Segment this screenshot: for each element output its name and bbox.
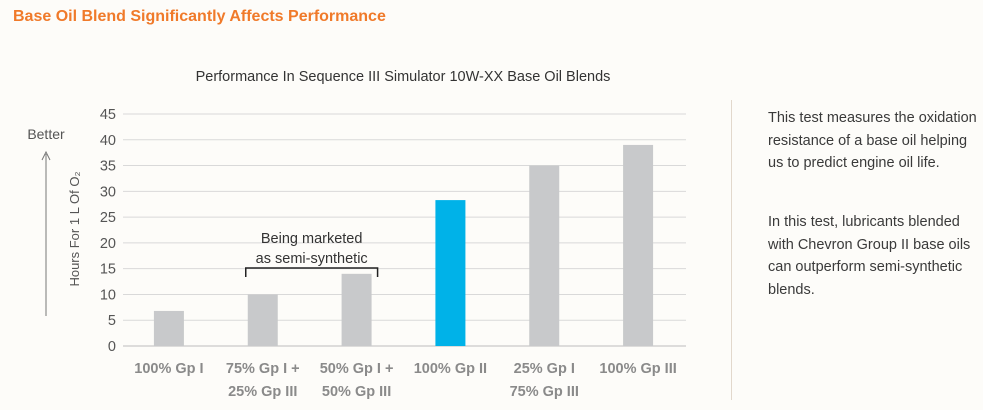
side-paragraph-1: This test measures the oxidation resista… xyxy=(768,110,977,171)
x-tick-label: 100% Gp II xyxy=(414,361,487,377)
bar xyxy=(341,273,372,346)
y-tick-label: 45 xyxy=(100,107,116,123)
annotation-bracket xyxy=(245,267,379,277)
y-tick-label: 15 xyxy=(100,262,116,278)
side-paragraph-2: In this test, lubricants blended with Ch… xyxy=(768,214,971,298)
bar xyxy=(623,144,654,346)
x-tick-label: 100% Gp III xyxy=(599,361,676,377)
x-tick-label: 50% Gp I + xyxy=(320,361,394,377)
bars xyxy=(153,144,654,346)
bar xyxy=(435,200,466,346)
better-arrow xyxy=(41,150,51,316)
bar xyxy=(153,310,184,346)
annotation: Being marketed as semi-synthetic xyxy=(245,231,379,277)
chart-gridlines xyxy=(123,113,686,347)
y-tick-label: 10 xyxy=(100,287,116,303)
vertical-divider xyxy=(731,100,732,400)
x-tick-label: 25% Gp III xyxy=(228,384,297,400)
y-axis-label: Hours For 1 L Of O₂ xyxy=(67,171,82,286)
bar-chart: Performance In Sequence III Simulator 10… xyxy=(27,69,686,400)
chart-title: Performance In Sequence III Simulator 10… xyxy=(196,69,611,85)
y-tick-label: 25 xyxy=(100,210,116,226)
y-tick-label: 0 xyxy=(108,339,116,355)
bar xyxy=(529,165,560,346)
x-tick-label: 75% Gp I + xyxy=(226,361,300,377)
y-tick-label: 35 xyxy=(100,159,116,175)
y-axis-ticks: 0 5 10 15 20 25 30 35 40 45 xyxy=(100,107,116,355)
bar xyxy=(247,294,278,346)
x-tick-label: 75% Gp III xyxy=(510,384,579,400)
better-label: Better xyxy=(27,126,65,142)
y-tick-label: 20 xyxy=(100,236,116,252)
x-tick-label: 100% Gp I xyxy=(134,361,203,377)
y-tick-label: 30 xyxy=(100,184,116,200)
annotation-text: as semi-synthetic xyxy=(256,251,368,267)
y-tick-label: 40 xyxy=(100,133,116,149)
x-tick-label: 25% Gp I xyxy=(514,361,575,377)
y-tick-label: 5 xyxy=(108,313,116,329)
x-axis-labels: 100% Gp I 75% Gp I + 25% Gp III 50% Gp I + 5… xyxy=(134,361,677,400)
page-heading: Base Oil Blend Significantly Affects Per… xyxy=(13,8,386,25)
x-tick-label: 50% Gp III xyxy=(322,384,391,400)
annotation-text: Being marketed xyxy=(261,231,363,247)
